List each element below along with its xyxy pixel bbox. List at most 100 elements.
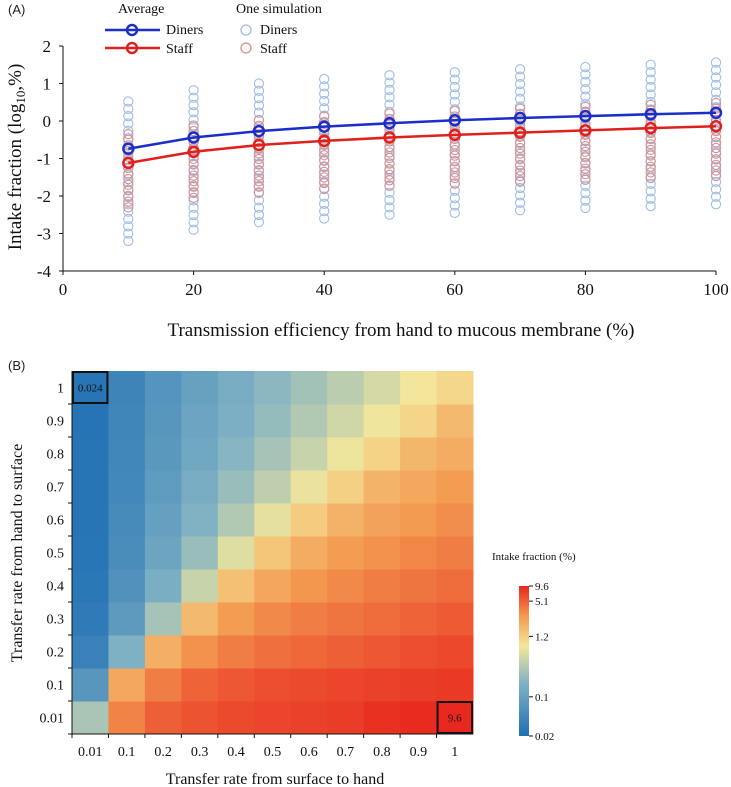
colorbar: Intake fraction (%) 9.6 5.1 1.2 0.1 0.02 — [492, 551, 576, 743]
heatmap-cell — [254, 371, 292, 405]
heatmap-cell — [436, 701, 474, 735]
diners-simulation-point — [449, 192, 460, 204]
heatmap-cell — [72, 701, 109, 735]
diners-simulation-point — [123, 96, 134, 107]
staff-simulation-point — [710, 137, 722, 148]
diners-simulation-point — [645, 74, 656, 85]
heatmap-cell — [144, 602, 182, 636]
series-point-diners — [187, 131, 200, 144]
diners-simulation-point — [319, 73, 330, 85]
panel-b-y-tick-label: 0.1 — [47, 679, 65, 694]
heatmap-cell — [290, 536, 328, 570]
series-point-diners — [709, 106, 723, 119]
diners-simulation-point — [580, 202, 591, 214]
diners-simulation-point — [710, 191, 722, 202]
panel-b-label: (B) — [8, 358, 25, 373]
staff-simulation-point — [253, 176, 265, 187]
heatmap-cell — [72, 635, 109, 669]
heatmap-cell — [144, 503, 182, 537]
staff-simulation-point — [319, 166, 330, 178]
diners-simulation-point — [449, 74, 460, 85]
diners-simulation-point — [123, 199, 134, 210]
staff-simulation-point — [384, 169, 395, 180]
diners-simulation-point — [580, 84, 591, 95]
heatmap-cell — [290, 503, 328, 537]
staff-simulation-point — [188, 125, 199, 137]
heatmap-cell — [400, 503, 438, 537]
diners-simulation-point — [188, 209, 199, 221]
heatmap-cell — [327, 701, 365, 735]
heatmap-cell — [181, 503, 219, 537]
panel-b-axes: 0.01 0.1 0.2 0.3 0.4 0.5 0.6 0.7 0.8 0.9 1 0.01 0.1 0… — [40, 371, 473, 760]
heatmap-cell — [436, 536, 474, 570]
staff-simulation-point — [188, 187, 199, 198]
colorbar-tick-label: 9.6 — [535, 581, 549, 593]
panel-b-x-tick-label: 0.4 — [227, 745, 245, 760]
legend-diners-sim-label: Diners — [260, 23, 297, 38]
heatmap-cell — [254, 536, 292, 570]
heatmap-cell — [72, 404, 109, 438]
diners-simulation-point — [514, 78, 526, 90]
diners-simulation-point — [449, 185, 460, 196]
heatmap-cell — [217, 371, 255, 405]
panel-a-average-lines — [122, 106, 723, 170]
staff-simulation-point — [253, 187, 265, 198]
heatmap-cell — [144, 404, 182, 438]
panel-a: (A) Average One simulation Diners Staff … — [5, 2, 729, 341]
colorbar-title: Intake fraction (%) — [492, 551, 576, 563]
heatmap-cell — [436, 404, 474, 438]
heatmap-cell — [327, 635, 365, 669]
series-point-diners — [644, 108, 657, 121]
legend-simulation-title: One simulation — [236, 2, 322, 17]
heatmap-cell — [254, 404, 292, 438]
heatmap-cell — [254, 569, 292, 603]
staff-simulation-point — [449, 178, 460, 189]
legend-average-title: Average — [118, 2, 164, 17]
diners-simulation-point — [188, 114, 199, 125]
staff-simulation-point — [123, 185, 134, 196]
diners-simulation-point — [319, 198, 330, 209]
heatmap-cell — [327, 437, 365, 471]
panel-a-y-tick-label: 2 — [43, 37, 52, 56]
heatmap-cell — [254, 503, 292, 537]
panel-a-y-tick-label: -2 — [37, 187, 51, 206]
panel-b-y-tick-label: 0.01 — [40, 712, 65, 727]
heatmap-cell — [363, 371, 401, 405]
diners-simulation-point — [645, 81, 656, 93]
heatmap-cell — [108, 371, 146, 405]
heatmap-cell — [327, 371, 365, 405]
heatmap-cell — [72, 371, 109, 405]
diners-simulation-point — [449, 81, 460, 93]
colorbar-tick-label: 1.2 — [535, 631, 549, 643]
heatmap-cell — [290, 569, 328, 603]
staff-simulation-point — [514, 159, 526, 171]
heatmap-cell — [400, 701, 438, 735]
diners-simulation-point — [645, 186, 656, 197]
panel-b-y-tick-label: 0.6 — [47, 514, 65, 529]
staff-simulation-point — [645, 116, 656, 127]
heatmap-cell — [363, 470, 401, 504]
staff-simulation-point — [123, 151, 134, 162]
diners-simulation-point — [710, 184, 722, 195]
panel-a-x-label: Transmission efficiency from hand to muc… — [168, 320, 635, 341]
heatmap-cell — [72, 536, 109, 570]
series-point-staff — [709, 120, 723, 133]
staff-simulation-point — [710, 154, 722, 165]
heatmap-cell — [363, 569, 401, 603]
diners-simulation-point — [580, 180, 591, 191]
staff-simulation-point — [449, 156, 460, 167]
diners-simulation-point — [580, 61, 591, 73]
series-point-diners — [579, 109, 592, 123]
staff-simulation-point — [188, 164, 199, 176]
diners-simulation-point — [188, 217, 199, 228]
staff-simulation-point — [514, 170, 526, 182]
heatmap-cell — [144, 569, 182, 603]
diners-simulation-point — [514, 86, 526, 97]
legend-diners-marker — [125, 23, 139, 37]
diners-simulation-point — [645, 89, 656, 100]
diners-simulation-point — [319, 81, 330, 92]
diners-simulation-point — [253, 100, 265, 111]
panel-a-x-tick-label: 100 — [703, 280, 729, 299]
panel-a-legend: Average One simulation Diners Staff Dine… — [105, 2, 322, 57]
